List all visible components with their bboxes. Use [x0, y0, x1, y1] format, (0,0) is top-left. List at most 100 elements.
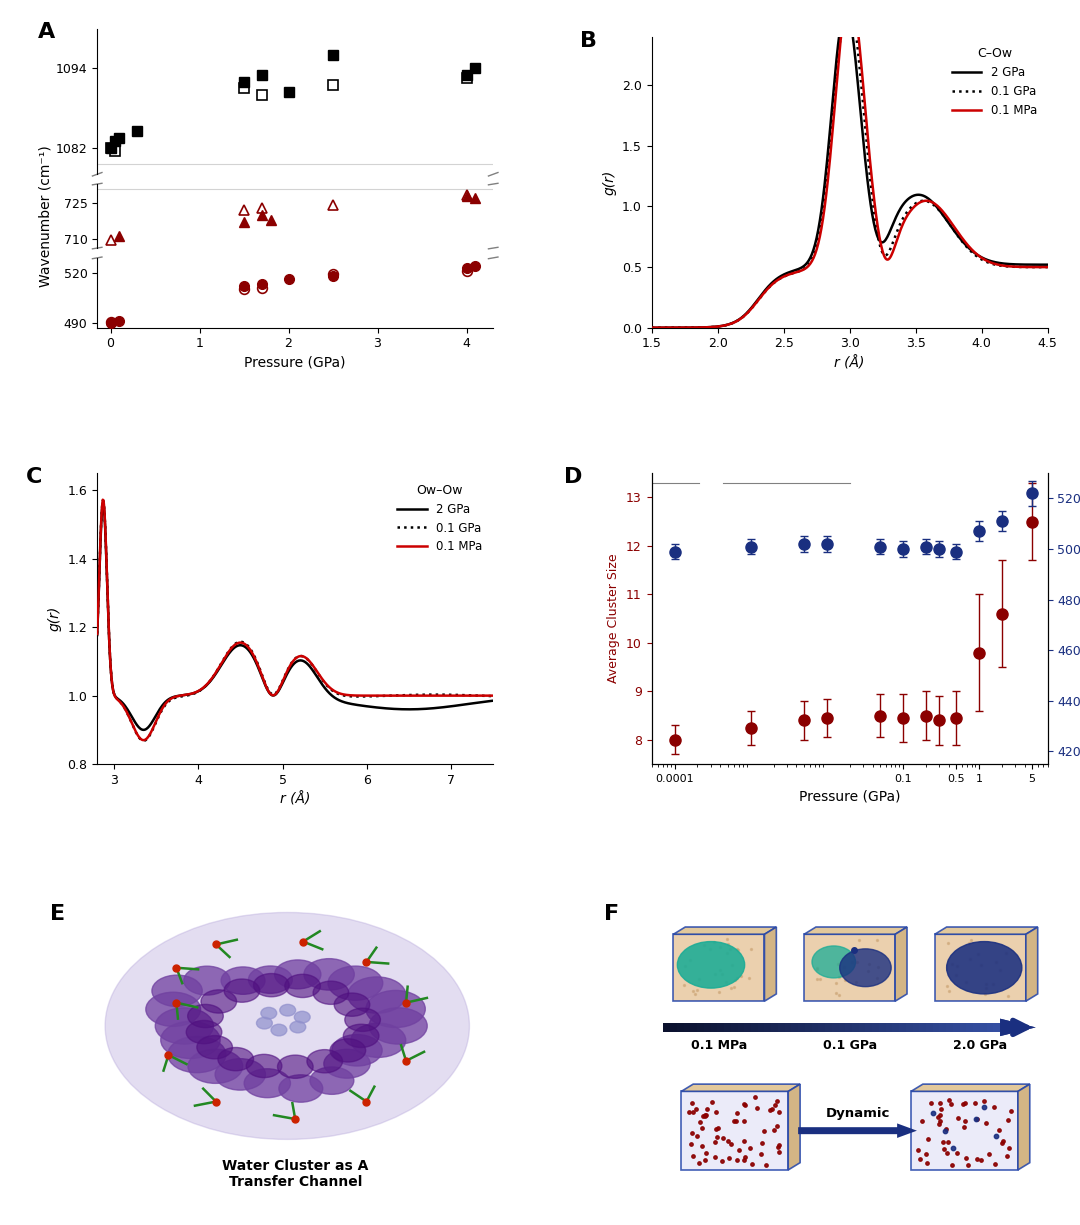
Point — [998, 1147, 1015, 1166]
0.1 GPa — [487, 688, 500, 703]
Bar — [832, 1023, 839, 1031]
Bar — [684, 1023, 691, 1031]
0.1 MPa — [137, 733, 150, 747]
Text: E: E — [50, 904, 65, 924]
Ellipse shape — [188, 1049, 243, 1083]
Point — [726, 970, 743, 990]
Bar — [838, 1023, 846, 1031]
Ellipse shape — [351, 1023, 406, 1057]
Polygon shape — [1026, 927, 1038, 1001]
Polygon shape — [663, 1019, 1036, 1036]
Polygon shape — [788, 1084, 800, 1170]
Point — [936, 1121, 954, 1140]
2 GPa — [836, 10, 849, 24]
Point — [728, 1102, 745, 1122]
Point — [734, 1094, 752, 1114]
Point — [860, 962, 877, 981]
Point — [869, 957, 887, 976]
Point — [676, 957, 693, 976]
Point — [959, 1155, 976, 1175]
Point — [943, 1094, 960, 1114]
Ellipse shape — [289, 1022, 306, 1033]
Bar — [973, 1023, 981, 1031]
Point — [730, 941, 747, 960]
Point — [947, 965, 964, 985]
Point — [935, 1132, 953, 1152]
Point — [977, 974, 995, 993]
Point — [848, 952, 865, 971]
Point — [753, 1133, 770, 1153]
Bar — [906, 1023, 913, 1031]
Point — [687, 1100, 704, 1120]
0.1 MPa — [1032, 260, 1045, 274]
Point — [726, 1111, 743, 1131]
Point — [706, 1133, 724, 1153]
Legend: 2 GPa, 0.1 GPa, 0.1 MPa: 2 GPa, 0.1 GPa, 0.1 MPa — [393, 479, 487, 559]
Line: 2 GPa: 2 GPa — [651, 9, 1048, 327]
Point — [726, 978, 743, 997]
Bar — [953, 1023, 960, 1031]
Point — [723, 979, 740, 998]
Point — [708, 1127, 726, 1147]
2 GPa — [1041, 257, 1054, 272]
Ellipse shape — [366, 991, 426, 1028]
Point — [730, 1139, 747, 1159]
X-axis label: Pressure (GPa): Pressure (GPa) — [799, 789, 901, 804]
X-axis label: r (Å): r (Å) — [835, 356, 865, 370]
Point — [689, 980, 706, 1000]
Point — [994, 1133, 1011, 1153]
Polygon shape — [804, 927, 907, 935]
Point — [719, 1131, 737, 1150]
Bar — [912, 1091, 1018, 1170]
Point — [956, 1093, 973, 1112]
Point — [827, 984, 845, 1003]
Point — [944, 954, 961, 974]
2 GPa — [1032, 257, 1045, 272]
Point — [868, 969, 886, 989]
Bar — [751, 1023, 758, 1031]
Point — [968, 1109, 985, 1128]
Point — [771, 1142, 788, 1161]
Text: 0.1 GPa: 0.1 GPa — [823, 1039, 877, 1052]
Point — [957, 973, 974, 992]
Point — [735, 1150, 753, 1170]
Point — [692, 1112, 710, 1132]
Line: 0.1 GPa: 0.1 GPa — [651, 0, 1048, 327]
Point — [768, 1091, 785, 1111]
Bar — [825, 1023, 833, 1031]
Point — [956, 1117, 973, 1137]
Polygon shape — [765, 927, 777, 1001]
Bar — [859, 1023, 866, 1031]
Point — [808, 969, 825, 989]
Text: B: B — [580, 31, 597, 51]
Line: 0.1 GPa: 0.1 GPa — [97, 501, 494, 741]
Point — [920, 1128, 937, 1148]
0.1 MPa — [478, 688, 491, 703]
Point — [995, 1132, 1012, 1152]
Polygon shape — [798, 1123, 917, 1138]
Point — [809, 958, 826, 978]
Line: 0.1 MPa: 0.1 MPa — [651, 0, 1048, 327]
2 GPa — [328, 690, 341, 704]
Point — [948, 956, 966, 975]
0.1 GPa — [971, 249, 984, 263]
Point — [711, 937, 728, 957]
Ellipse shape — [303, 959, 354, 990]
Ellipse shape — [279, 1074, 323, 1102]
Bar — [711, 1023, 718, 1031]
Ellipse shape — [197, 1035, 232, 1058]
Ellipse shape — [332, 1035, 382, 1066]
Point — [936, 1118, 954, 1138]
2 GPa — [96, 496, 109, 511]
Point — [990, 1120, 1008, 1139]
2 GPa — [417, 702, 430, 717]
2 GPa — [281, 668, 294, 682]
Point — [955, 1094, 972, 1114]
2 GPa — [860, 165, 873, 180]
Point — [721, 1134, 739, 1154]
Bar — [933, 1023, 940, 1031]
Point — [1000, 1110, 1017, 1129]
Point — [688, 1126, 705, 1145]
Bar — [935, 935, 1026, 1001]
Point — [714, 1152, 731, 1171]
